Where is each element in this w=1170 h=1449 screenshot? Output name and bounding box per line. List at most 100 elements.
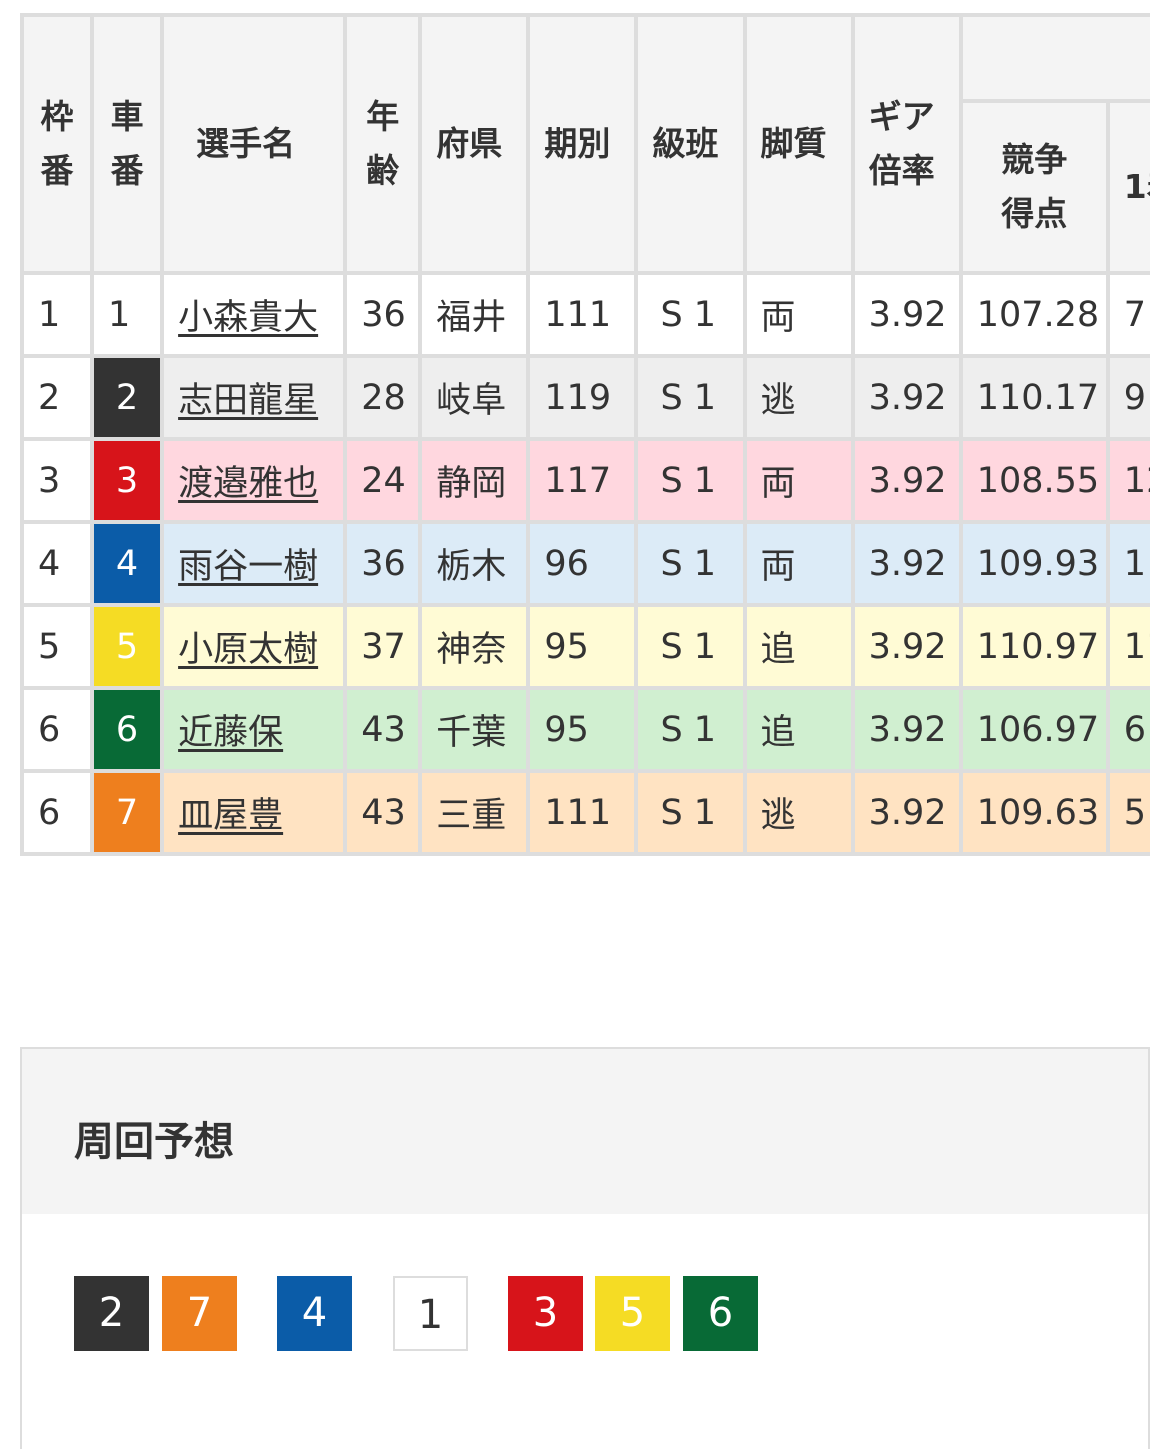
cell-age: 43: [343, 686, 423, 773]
cell-term: 95: [526, 603, 639, 690]
cell-waku: 6: [20, 769, 95, 856]
header-group: [958, 13, 1150, 103]
cell-term: 111: [526, 271, 639, 358]
cell-gear: 3.92: [850, 603, 963, 690]
cell-pref: 栃木: [418, 520, 531, 607]
cell-name[interactable]: 渡邉雅也: [160, 437, 348, 524]
lap-order-car-badge: 6: [683, 1276, 758, 1351]
lap-prediction-title: 周回予想: [74, 1119, 234, 1165]
header-term: 期別: [526, 13, 639, 275]
header-age: 年齢: [343, 13, 423, 275]
header-score: 競争得点: [958, 99, 1110, 275]
racer-name-link[interactable]: 小森貴大: [178, 298, 319, 338]
cell-score: 110.17: [958, 354, 1110, 441]
cell-age: 43: [343, 769, 423, 856]
header-class: 級班: [634, 13, 747, 275]
cell-waku: 3: [20, 437, 95, 524]
cell-pref: 岐阜: [418, 354, 531, 441]
racer-name-link[interactable]: 渡邉雅也: [178, 464, 319, 504]
cell-car: 5: [90, 603, 165, 690]
cell-car: 6: [90, 686, 165, 773]
entry-table: 枠番 車番 選手名 年齢 府県 期別 級班 脚質 ギア倍率 競争得点 1着 11…: [20, 13, 1150, 856]
cell-waku: 5: [20, 603, 95, 690]
cell-first: 9: [1105, 354, 1150, 441]
cell-name[interactable]: 志田龍星: [160, 354, 348, 441]
table-row: 6 7 皿屋豊 43 三重 111 S 1 逃 3.92 109.63 5: [20, 769, 1150, 856]
cell-style: 両: [742, 437, 855, 524]
table-row: 6 6 近藤保 43 千葉 95 S 1 追 3.92 106.97 6: [20, 686, 1150, 773]
cell-name[interactable]: 皿屋豊: [160, 769, 348, 856]
cell-gear: 3.92: [850, 686, 963, 773]
racer-name-link[interactable]: 皿屋豊: [178, 796, 284, 836]
cell-waku: 6: [20, 686, 95, 773]
cell-age: 36: [343, 271, 423, 358]
cell-score: 106.97: [958, 686, 1110, 773]
lap-order-car-badge: 2: [74, 1276, 149, 1351]
cell-score: 107.28: [958, 271, 1110, 358]
racer-name-link[interactable]: 近藤保: [178, 713, 284, 753]
cell-class: S 1: [634, 520, 747, 607]
cell-age: 24: [343, 437, 423, 524]
cell-first: 12: [1105, 437, 1150, 524]
header-name: 選手名: [160, 13, 348, 275]
cell-pref: 三重: [418, 769, 531, 856]
cell-pref: 神奈: [418, 603, 531, 690]
cell-term: 96: [526, 520, 639, 607]
racer-name-link[interactable]: 志田龍星: [178, 381, 319, 421]
racer-name-link[interactable]: 雨谷一樹: [178, 547, 319, 587]
table-row: 1 1 小森貴大 36 福井 111 S 1 両 3.92 107.28 7: [20, 271, 1150, 358]
cell-score: 108.55: [958, 437, 1110, 524]
cell-pref: 千葉: [418, 686, 531, 773]
cell-age: 37: [343, 603, 423, 690]
cell-first: 1: [1105, 520, 1150, 607]
cell-style: 追: [742, 686, 855, 773]
racer-name-link[interactable]: 小原太樹: [178, 630, 319, 670]
cell-waku: 2: [20, 354, 95, 441]
entry-table-container[interactable]: 枠番 車番 選手名 年齢 府県 期別 級班 脚質 ギア倍率 競争得点 1着 11…: [20, 13, 1150, 856]
cell-style: 追: [742, 603, 855, 690]
cell-gear: 3.92: [850, 354, 963, 441]
cell-name[interactable]: 小森貴大: [160, 271, 348, 358]
cell-waku: 1: [20, 271, 95, 358]
header-style: 脚質: [742, 13, 855, 275]
cell-gear: 3.92: [850, 437, 963, 524]
cell-term: 119: [526, 354, 639, 441]
cell-style: 両: [742, 271, 855, 358]
cell-score: 109.93: [958, 520, 1110, 607]
cell-score: 109.63: [958, 769, 1110, 856]
header-first: 1着: [1105, 99, 1150, 275]
cell-car: 1: [90, 271, 165, 358]
cell-class: S 1: [634, 437, 747, 524]
cell-waku: 4: [20, 520, 95, 607]
cell-gear: 3.92: [850, 520, 963, 607]
cell-class: S 1: [634, 603, 747, 690]
cell-first: 6: [1105, 686, 1150, 773]
header-pref: 府県: [418, 13, 531, 275]
cell-age: 28: [343, 354, 423, 441]
cell-term: 111: [526, 769, 639, 856]
cell-term: 95: [526, 686, 639, 773]
cell-car: 4: [90, 520, 165, 607]
cell-style: 逃: [742, 769, 855, 856]
cell-class: S 1: [634, 271, 747, 358]
table-row: 4 4 雨谷一樹 36 栃木 96 S 1 両 3.92 109.93 1: [20, 520, 1150, 607]
lap-order-car-badge: 7: [162, 1276, 237, 1351]
cell-pref: 静岡: [418, 437, 531, 524]
lap-order-car-badge: 4: [277, 1276, 352, 1351]
cell-name[interactable]: 雨谷一樹: [160, 520, 348, 607]
cell-name[interactable]: 近藤保: [160, 686, 348, 773]
cell-style: 逃: [742, 354, 855, 441]
cell-gear: 3.92: [850, 769, 963, 856]
cell-first: 7: [1105, 271, 1150, 358]
cell-score: 110.97: [958, 603, 1110, 690]
cell-name[interactable]: 小原太樹: [160, 603, 348, 690]
cell-style: 両: [742, 520, 855, 607]
cell-car: 3: [90, 437, 165, 524]
cell-first: 5: [1105, 769, 1150, 856]
cell-gear: 3.92: [850, 271, 963, 358]
lap-order-car-badge: 1: [393, 1276, 468, 1351]
lap-order-car-badge: 3: [508, 1276, 583, 1351]
